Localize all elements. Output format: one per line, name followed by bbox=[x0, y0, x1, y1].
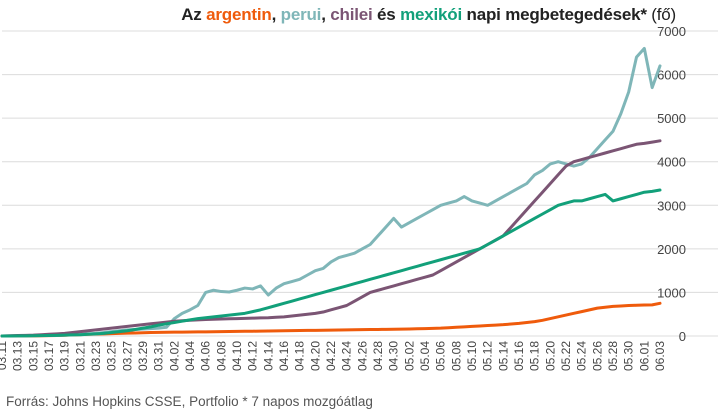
title-suffix: napi megbetegedések* bbox=[462, 5, 647, 24]
x-tick-label: 05.12 bbox=[481, 341, 495, 371]
title-peru: perui bbox=[280, 5, 322, 24]
title-unit: (fő) bbox=[646, 5, 676, 24]
y-tick-label: 6000 bbox=[657, 68, 686, 83]
x-tick-label: 05.02 bbox=[402, 341, 416, 371]
x-tick-label: 05.04 bbox=[418, 341, 432, 371]
x-tick-label: 05.30 bbox=[622, 341, 636, 371]
y-axis-ticks: 0 1000 2000 3000 4000 5000 6000 7000 bbox=[657, 24, 686, 344]
x-tick-label: 04.26 bbox=[355, 341, 369, 371]
x-tick-label: 04.10 bbox=[230, 341, 244, 371]
x-tick-label: 04.08 bbox=[214, 341, 228, 371]
title-sep-2: , bbox=[321, 5, 331, 24]
x-tick-label: 03.13 bbox=[11, 341, 25, 371]
series-lines bbox=[0, 46, 662, 338]
title-prefix: Az bbox=[181, 5, 207, 24]
x-tick-label: 06.01 bbox=[637, 341, 651, 371]
y-tick-label: 1000 bbox=[657, 285, 686, 300]
y-tick-label: 4000 bbox=[657, 155, 686, 170]
x-tick-label: 03.27 bbox=[120, 341, 134, 371]
title-chile: chilei bbox=[330, 5, 373, 24]
x-tick-label: 05.06 bbox=[434, 341, 448, 371]
x-tick-label: 04.04 bbox=[183, 341, 197, 371]
x-tick-label: 05.24 bbox=[575, 341, 589, 371]
title-sep-1: , bbox=[271, 5, 281, 24]
x-tick-label: 05.16 bbox=[512, 341, 526, 371]
x-axis-ticks: 03.11 03.13 03.15 03.17 03.19 03.21 03.23 03.25… bbox=[0, 341, 667, 371]
series-line-chile bbox=[0, 139, 662, 338]
x-tick-label: 05.26 bbox=[590, 341, 604, 371]
x-tick-label: 06.03 bbox=[653, 341, 667, 371]
x-tick-label: 04.22 bbox=[324, 341, 338, 371]
x-tick-label: 03.25 bbox=[105, 341, 119, 371]
x-tick-label: 05.10 bbox=[465, 341, 479, 371]
x-tick-label: 05.14 bbox=[496, 341, 510, 371]
x-tick-label: 03.17 bbox=[42, 341, 56, 371]
x-tick-label: 04.12 bbox=[246, 341, 260, 371]
x-tick-label: 04.28 bbox=[371, 341, 385, 371]
x-tick-label: 05.18 bbox=[528, 341, 542, 371]
y-tick-label: 7000 bbox=[657, 24, 686, 39]
series-line-mexico bbox=[0, 188, 662, 338]
title-argentina: argentin bbox=[206, 5, 272, 24]
x-tick-label: 04.14 bbox=[261, 341, 275, 371]
x-tick-label: 03.15 bbox=[26, 341, 40, 371]
x-tick-label: 03.11 bbox=[0, 341, 9, 370]
x-tick-label: 03.19 bbox=[58, 341, 72, 371]
y-tick-label: 0 bbox=[679, 329, 686, 344]
x-tick-label: 05.28 bbox=[606, 341, 620, 371]
x-tick-label: 03.31 bbox=[152, 341, 166, 371]
x-tick-label: 04.16 bbox=[277, 341, 291, 371]
x-tick-label: 04.02 bbox=[167, 341, 181, 371]
x-tick-label: 05.08 bbox=[449, 341, 463, 371]
title-sep-3: és bbox=[372, 5, 401, 24]
chart-title: Az argentin, perui, chilei és mexikói na… bbox=[181, 5, 676, 25]
x-tick-label: 05.22 bbox=[559, 341, 573, 371]
x-tick-label: 04.30 bbox=[387, 341, 401, 371]
source-note: Forrás: Johns Hopkins CSSE, Portfolio * … bbox=[6, 394, 373, 409]
x-tick-label: 04.20 bbox=[308, 341, 322, 371]
x-tick-label: 05.20 bbox=[543, 341, 557, 371]
x-tick-label: 04.24 bbox=[340, 341, 354, 371]
x-tick-label: 04.06 bbox=[199, 341, 213, 371]
x-tick-label: 03.29 bbox=[136, 341, 150, 371]
x-tick-label: 03.23 bbox=[89, 341, 103, 371]
title-mexico: mexikói bbox=[400, 5, 462, 24]
x-tick-label: 03.21 bbox=[73, 341, 87, 371]
y-tick-label: 3000 bbox=[657, 198, 686, 213]
series-line-argentina bbox=[0, 301, 662, 338]
y-tick-label: 2000 bbox=[657, 242, 686, 257]
grid-lines bbox=[2, 30, 718, 337]
y-tick-label: 5000 bbox=[657, 111, 686, 126]
x-tick-label: 04.18 bbox=[293, 341, 307, 371]
